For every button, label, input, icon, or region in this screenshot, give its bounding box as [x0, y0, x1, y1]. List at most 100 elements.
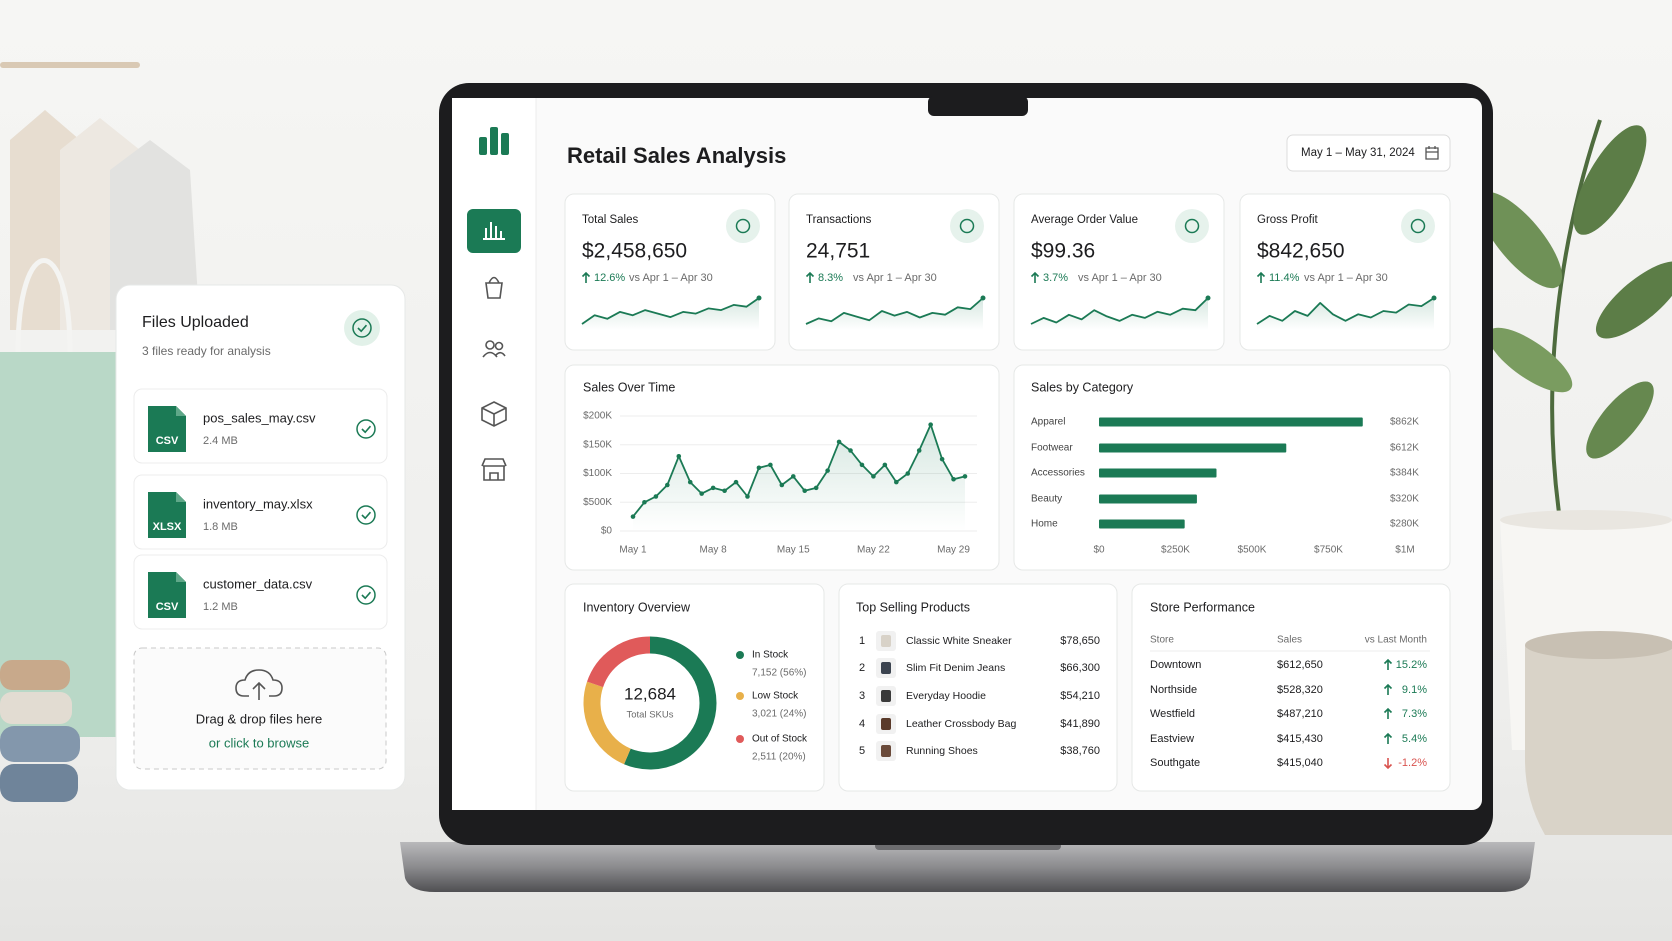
nav-customers[interactable] [482, 340, 506, 358]
product-rank: 1 [859, 635, 865, 647]
nav-stores[interactable] [481, 458, 507, 481]
line-point [848, 448, 853, 453]
panel-title: Files Uploaded [142, 314, 249, 331]
store-name: Southgate [1150, 757, 1200, 769]
line-point [779, 482, 785, 488]
store-sales: $487,210 [1277, 708, 1323, 720]
product-rank: 3 [859, 690, 865, 702]
trend-arrow [1030, 271, 1040, 283]
dropzone[interactable] [133, 647, 387, 770]
file-type: XLSX [153, 521, 182, 533]
upload-icon [235, 669, 283, 700]
nav-dashboard[interactable] [467, 209, 521, 253]
line-point [836, 439, 842, 445]
product-name: Classic White Sneaker [906, 635, 1012, 647]
x-tick-label: $1M [1395, 545, 1414, 556]
product-thumb-item [881, 635, 891, 647]
category-label: Home [1031, 519, 1058, 530]
donut-total: 12,684 [624, 684, 676, 703]
value-label: $612K [1390, 443, 1419, 454]
product-name: Slim Fit Denim Jeans [906, 662, 1005, 674]
kpi-icon-bg [1175, 209, 1209, 243]
line-point [905, 471, 911, 476]
kpi-card [788, 193, 1000, 351]
nav-orders[interactable] [485, 276, 503, 299]
nav-inventory[interactable] [481, 401, 507, 427]
kpi-icon [1410, 218, 1426, 234]
line-point [802, 488, 808, 494]
check-icon [356, 505, 376, 525]
trend-arrow [1383, 732, 1393, 744]
trend-arrow [1383, 658, 1393, 670]
sparkline [1030, 297, 1209, 325]
store-change: 15.2% [1396, 659, 1427, 671]
check-mark [361, 425, 372, 434]
chart-title: Sales Over Time [583, 380, 675, 394]
trend-arrow [805, 271, 815, 283]
sparkline-area [582, 298, 759, 330]
sparkline-area [1031, 298, 1208, 330]
line-point [745, 494, 750, 499]
top-products-card [838, 583, 1118, 792]
line-point [756, 465, 762, 471]
trend-arrow [1383, 758, 1393, 770]
line-point [710, 485, 716, 491]
file-fold [176, 492, 186, 502]
legend-dot [736, 735, 744, 743]
check-mark [361, 511, 372, 520]
panel-subtitle: 3 files ready for analysis [142, 344, 271, 358]
store-name: Downtown [1150, 659, 1201, 671]
kpi-icon [959, 218, 975, 234]
column-header: vs Last Month [1365, 635, 1427, 646]
sparkline-area [1257, 298, 1434, 330]
date-picker[interactable] [1286, 134, 1451, 172]
x-tick-label: May 22 [857, 545, 890, 556]
category-label: Beauty [1031, 494, 1062, 505]
kpi-icon [1184, 218, 1200, 234]
kpi-icon [735, 218, 751, 234]
line-point [825, 468, 830, 473]
kpi-label: Transactions [806, 214, 872, 226]
line-point [916, 448, 922, 453]
kpi-change: 11.4% [1269, 272, 1300, 284]
donut-segment [587, 636, 651, 688]
file-card[interactable] [133, 474, 388, 550]
sparkline [805, 297, 984, 325]
bar [1099, 519, 1185, 529]
product-thumb-item [881, 662, 891, 674]
file-size: 1.2 MB [203, 601, 238, 613]
y-tick-label: $100K [583, 468, 612, 479]
kpi-value: $842,650 [1257, 240, 1345, 263]
decor-left [0, 62, 200, 802]
line-point [928, 422, 933, 427]
kpi-label: Total Sales [582, 214, 639, 226]
product-thumb-item [881, 718, 891, 730]
trend-arrow [1383, 683, 1393, 695]
check-icon [356, 419, 376, 439]
dropzone-text: Drag & drop files here [196, 711, 322, 726]
file-card[interactable] [133, 388, 388, 464]
product-sales: $41,890 [1060, 718, 1100, 730]
product-name: Leather Crossbody Bag [906, 718, 1016, 730]
store-sales: $528,320 [1277, 684, 1323, 696]
line-point [653, 494, 659, 499]
kpi-icon-bg [950, 209, 984, 243]
x-tick-label: $750K [1314, 545, 1343, 556]
browse-link[interactable]: or click to browse [209, 735, 309, 750]
calendar-icon [1425, 146, 1439, 160]
file-card[interactable] [133, 554, 388, 630]
donut-total-label: Total SKUs [627, 710, 674, 721]
file-type: CSV [156, 601, 179, 613]
trend-arrow [1383, 707, 1393, 719]
sidebar [467, 127, 521, 481]
product-rank: 5 [859, 745, 865, 757]
column-header: Sales [1277, 635, 1302, 646]
x-tick-label: May 8 [700, 545, 728, 556]
product-sales: $78,650 [1060, 635, 1100, 647]
decor-right [1477, 119, 1672, 835]
file-fold [176, 572, 186, 582]
file-type: CSV [156, 435, 179, 447]
chart-title: Inventory Overview [583, 600, 691, 614]
legend-label: In Stock [752, 650, 789, 661]
